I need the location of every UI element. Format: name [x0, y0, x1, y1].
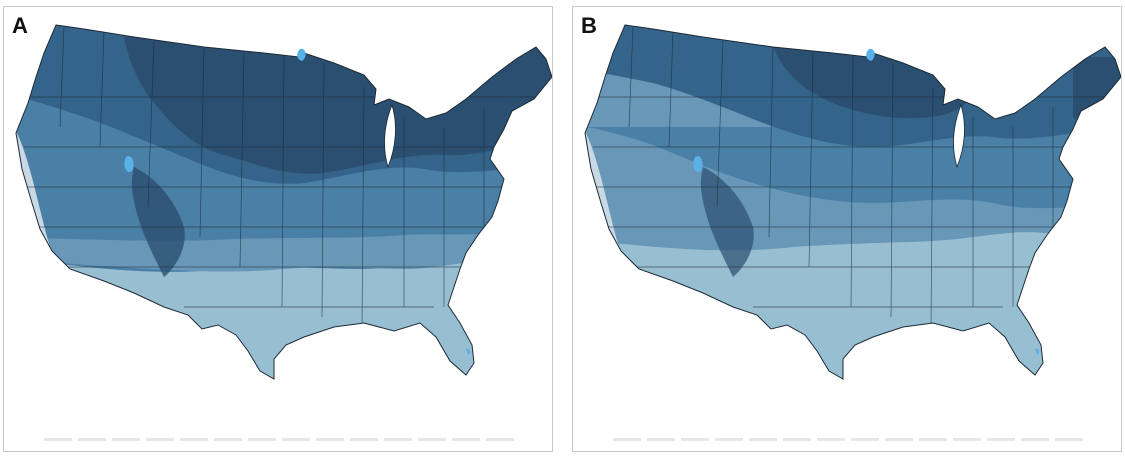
faded-legend-strip-a — [44, 438, 514, 441]
zone-mountain-region — [700, 167, 754, 277]
lake-okeechobee-a — [466, 348, 471, 355]
us-map-b — [584, 24, 1121, 380]
great-salt-lake-b — [693, 156, 703, 172]
faded-legend-strip-b — [613, 438, 1083, 441]
zone-mountain-region — [131, 167, 185, 277]
map-panel-a: A — [3, 6, 553, 452]
lake-michigan-a — [384, 103, 396, 169]
great-salt-lake-a — [124, 156, 134, 172]
state-borders-b — [593, 26, 1113, 328]
state-borders-a — [24, 26, 544, 328]
panel-label-b: B — [581, 13, 597, 38]
lake-of-the-woods-b — [866, 48, 875, 61]
us-map-a — [15, 24, 552, 380]
lake-of-the-woods-a — [297, 48, 306, 61]
climate-zones-a — [16, 25, 552, 379]
zone-band-warm — [16, 231, 552, 272]
lake-okeechobee-b — [1035, 348, 1040, 355]
zone-band-mid — [585, 125, 1121, 209]
zone-maine-coldest — [1073, 57, 1121, 122]
lake-michigan-b — [953, 103, 965, 169]
zone-band-warmest — [585, 232, 1121, 379]
climate-zones-b — [585, 25, 1121, 379]
map-panel-b: B — [572, 6, 1122, 452]
panel-label-a: A — [12, 13, 28, 38]
